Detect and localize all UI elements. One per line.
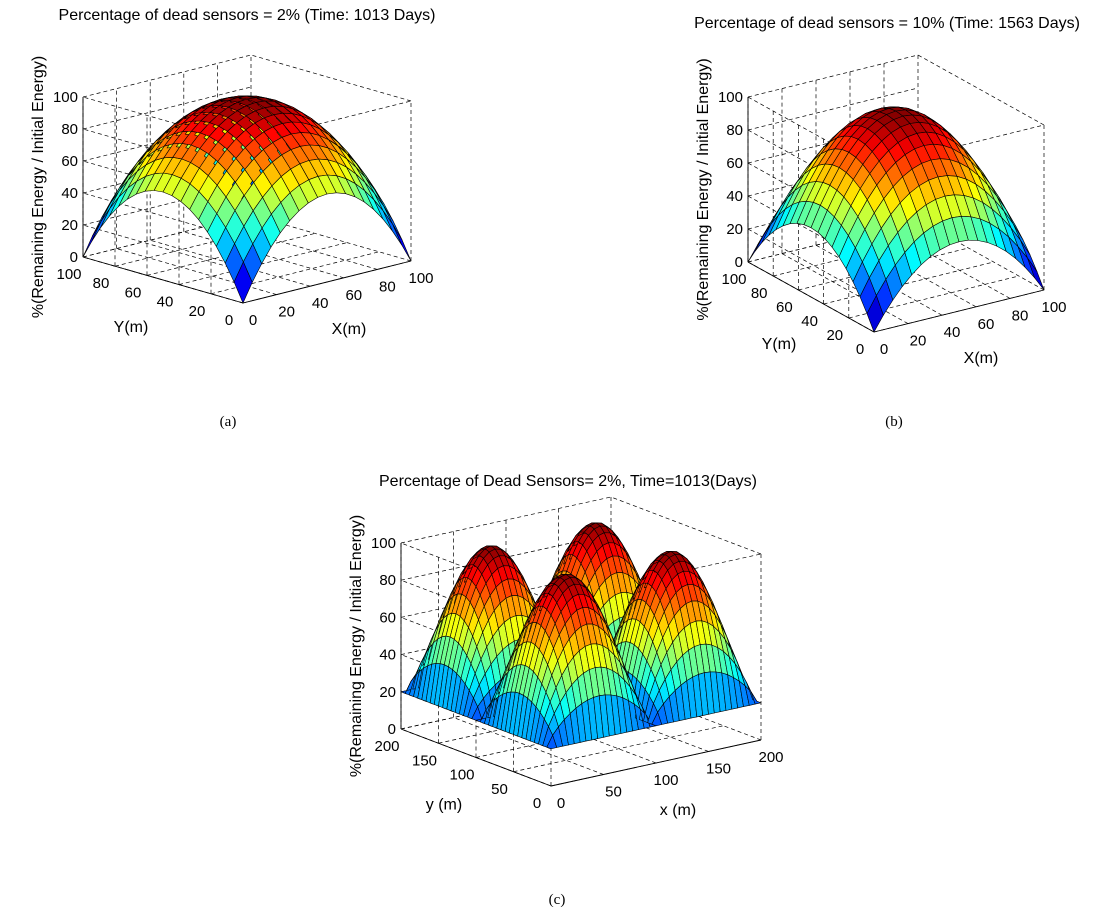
z-tick-label: 40 xyxy=(379,647,396,664)
y-tick-label: 40 xyxy=(801,313,818,330)
x-axis-line xyxy=(873,289,1045,333)
y-tick-label: 60 xyxy=(776,299,793,316)
z-tick-label: 100 xyxy=(371,535,396,552)
x-tick-label: 20 xyxy=(910,333,927,350)
y-axis-label: Y(m) xyxy=(114,319,149,336)
y-tick-label: 50 xyxy=(491,781,508,798)
y-tick-label: 80 xyxy=(751,285,768,302)
y-tick-label: 0 xyxy=(225,312,233,329)
z-tick-label: 40 xyxy=(61,185,78,202)
z-tick-label: 20 xyxy=(61,217,78,234)
z-axis-label: %(Remaining Energy / Initial Energy) xyxy=(695,58,712,320)
y-axis-line xyxy=(82,256,244,304)
z-tick-label: 40 xyxy=(726,188,743,205)
y-tick-label: 100 xyxy=(721,271,746,288)
x-axis-line xyxy=(550,739,762,787)
surface-patch xyxy=(392,224,412,262)
z-tick-label: 20 xyxy=(726,221,743,238)
x-tick-label: 100 xyxy=(1041,299,1066,316)
surface-patch xyxy=(91,207,111,242)
surface-plot-b: 0 20 40 60 80 100020406080100020406080100X(m)… xyxy=(694,15,1080,367)
z-tick-label: 60 xyxy=(61,153,78,170)
y-tick-label: 20 xyxy=(826,327,843,344)
x-tick-label: 60 xyxy=(978,316,995,333)
surface-mesh-b xyxy=(747,106,1045,333)
chart-title: Percentage of Dead Sensors= 2%, Time=101… xyxy=(379,473,757,490)
z-tick-label: 0 xyxy=(70,249,78,266)
chart-title: Percentage of dead sensors = 10% (Time: … xyxy=(694,15,1080,32)
x-tick-label: 100 xyxy=(408,270,433,287)
x-tick-label: 80 xyxy=(1012,307,1029,324)
z-tick-label: 80 xyxy=(61,121,78,138)
x-tick-label: 50 xyxy=(605,784,622,801)
panel-caption-c: (c) xyxy=(548,892,566,908)
y-tick-label: 0 xyxy=(533,795,541,812)
z-tick-label: 0 xyxy=(735,254,743,271)
z-tick-label: 0 xyxy=(388,721,396,738)
y-tick-label: 80 xyxy=(93,275,110,292)
y-axis-label: Y(m) xyxy=(762,336,797,353)
z-axis-label: %(Remaining Energy / Initial Energy) xyxy=(30,56,47,318)
x-tick-label: 100 xyxy=(653,772,678,789)
z-tick-label: 20 xyxy=(379,684,396,701)
x-tick-label: 40 xyxy=(312,295,329,312)
x-axis-line xyxy=(242,260,412,304)
x-tick-label: 20 xyxy=(278,304,295,321)
x-tick-label: 0 xyxy=(249,312,257,329)
z-tick-label: 80 xyxy=(379,572,396,589)
y-tick-label: 0 xyxy=(856,341,864,358)
x-axis-label: x (m) xyxy=(660,802,696,819)
surface-mesh-c xyxy=(400,522,762,750)
surface-patch xyxy=(750,691,762,705)
y-tick-label: 20 xyxy=(189,303,206,320)
z-tick-label: 60 xyxy=(726,155,743,172)
panel-caption-b: (b) xyxy=(885,414,903,430)
y-axis-line xyxy=(747,261,875,333)
y-tick-label: 40 xyxy=(157,294,174,311)
y-tick-label: 100 xyxy=(56,266,81,283)
z-tick-label: 100 xyxy=(53,89,78,106)
chart-title: Percentage of dead sensors = 2% (Time: 1… xyxy=(59,7,436,24)
y-axis-label: y (m) xyxy=(426,797,462,814)
surface-plot-a: 0 20 40 60 80 100020406080100020406080100X(m)… xyxy=(30,7,435,338)
x-tick-label: 0 xyxy=(557,795,565,812)
y-tick-label: 150 xyxy=(412,752,437,769)
y-tick-label: 60 xyxy=(125,284,142,301)
y-tick-label: 200 xyxy=(374,738,399,755)
z-tick-label: 60 xyxy=(379,609,396,626)
x-tick-label: 0 xyxy=(880,341,888,358)
x-tick-label: 60 xyxy=(345,287,362,304)
panel-caption-a: (a) xyxy=(219,414,237,430)
y-tick-label: 100 xyxy=(449,767,474,784)
surface-patch xyxy=(1027,257,1045,291)
x-tick-label: 200 xyxy=(758,749,783,766)
surface-mesh-a xyxy=(82,95,412,304)
x-tick-label: 150 xyxy=(706,761,731,778)
x-tick-label: 40 xyxy=(944,324,961,341)
z-axis-label: %(Remaining Energy / Initial Energy) xyxy=(348,515,365,777)
x-tick-label: 80 xyxy=(379,278,396,295)
x-axis-label: X(m) xyxy=(332,321,367,338)
x-axis-label: X(m) xyxy=(964,350,999,367)
surface-patch xyxy=(383,210,403,246)
y-axis-line xyxy=(400,728,552,787)
z-tick-label: 100 xyxy=(718,89,743,106)
z-tick-label: 80 xyxy=(726,122,743,139)
